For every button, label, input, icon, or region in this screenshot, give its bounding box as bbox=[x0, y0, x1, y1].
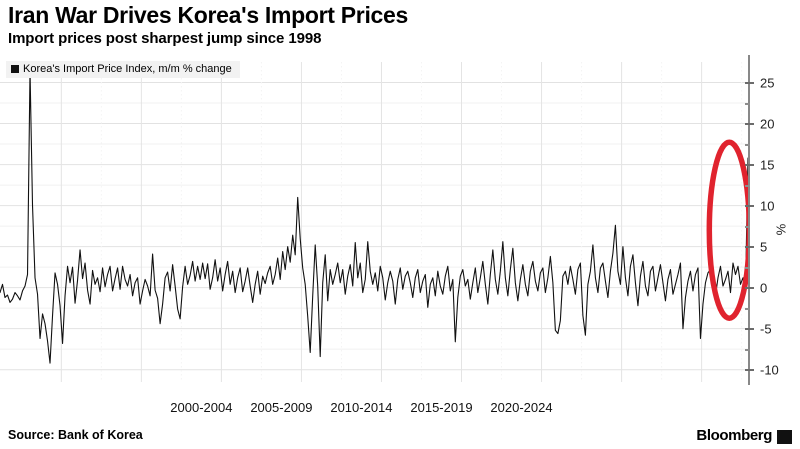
y-tick-mark-minor bbox=[745, 185, 750, 187]
bloomberg-terminal-icon bbox=[777, 429, 792, 444]
y-tick-mark bbox=[745, 163, 754, 166]
x-tick-label: 2005-2009 bbox=[250, 400, 313, 415]
y-tick-mark-minor bbox=[745, 226, 750, 228]
y-tick-mark bbox=[745, 327, 754, 330]
y-tick-mark bbox=[745, 245, 754, 248]
brand-text: Bloomberg bbox=[696, 427, 772, 444]
page-title: Iran War Drives Korea's Import Prices bbox=[8, 2, 409, 28]
legend-label: Korea's Import Price Index, m/m % change bbox=[23, 63, 232, 75]
y-tick-mark-minor bbox=[745, 267, 750, 269]
y-tick-label: 15 bbox=[760, 157, 775, 173]
y-tick-label: 20 bbox=[760, 116, 775, 132]
y-tick-mark bbox=[745, 368, 754, 371]
y-tick-label: 10 bbox=[760, 198, 775, 214]
y-axis-unit-label: % bbox=[773, 223, 789, 236]
y-tick-mark-minor bbox=[745, 349, 750, 351]
legend-swatch-icon bbox=[11, 65, 19, 73]
y-tick-mark-minor bbox=[745, 144, 750, 146]
y-tick-label: -5 bbox=[760, 321, 772, 337]
y-tick-mark bbox=[745, 204, 754, 207]
brand-logo: Bloomberg bbox=[696, 427, 792, 444]
source-note: Source: Bank of Korea bbox=[8, 428, 143, 442]
y-tick-mark-minor bbox=[745, 103, 750, 105]
y-tick-label: 0 bbox=[760, 280, 768, 296]
x-tick-label: 2015-2019 bbox=[410, 400, 473, 415]
page-subtitle: Import prices post sharpest jump since 1… bbox=[8, 30, 322, 47]
y-tick-mark-minor bbox=[745, 308, 750, 310]
y-tick-mark bbox=[745, 81, 754, 84]
y-tick-label: 5 bbox=[760, 239, 768, 255]
y-tick-mark bbox=[745, 122, 754, 125]
x-tick-label: 2000-2004 bbox=[170, 400, 233, 415]
y-axis-line bbox=[748, 55, 750, 385]
x-tick-label: 2020-2024 bbox=[490, 400, 553, 415]
y-tick-label: 25 bbox=[760, 75, 775, 90]
y-tick-label: -10 bbox=[760, 362, 779, 378]
chart-plot-area bbox=[0, 62, 753, 382]
y-tick-mark bbox=[745, 286, 754, 289]
line-chart-svg bbox=[0, 62, 753, 382]
x-tick-label: 2010-2014 bbox=[330, 400, 393, 415]
chart-legend: Korea's Import Price Index, m/m % change bbox=[6, 61, 240, 78]
